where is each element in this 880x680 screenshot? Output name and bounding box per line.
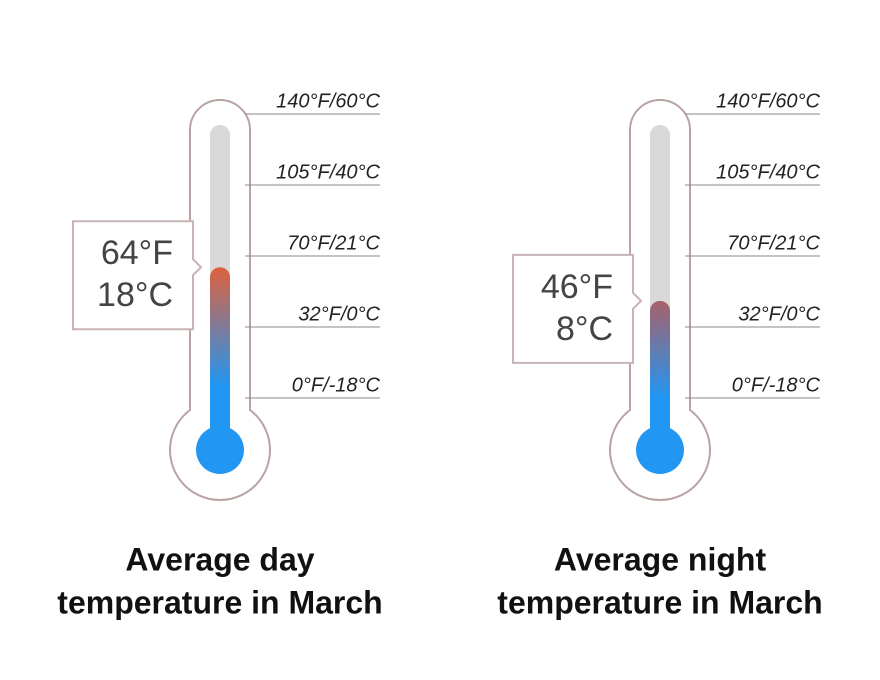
tick-label: 70°F/21°C xyxy=(287,232,380,254)
tick-label: 105°F/40°C xyxy=(716,161,820,183)
tick-label: 105°F/40°C xyxy=(276,161,380,183)
tick-label: 140°F/60°C xyxy=(716,90,820,112)
tick-label: 0°F/-18°C xyxy=(292,374,381,396)
title: Average day xyxy=(125,541,314,577)
bulb xyxy=(196,426,244,474)
tick-label: 140°F/60°C xyxy=(276,90,380,112)
mercury xyxy=(210,267,230,450)
title: temperature in March xyxy=(497,584,822,620)
tick-label: 32°F/0°C xyxy=(298,303,380,325)
reading-label: 8°C xyxy=(556,310,613,348)
tick-label: 0°F/-18°C xyxy=(732,374,821,396)
bulb xyxy=(636,426,684,474)
reading-label: 46°F xyxy=(541,268,613,306)
mercury xyxy=(650,300,670,450)
title: Average night xyxy=(554,541,767,577)
callout xyxy=(72,220,203,331)
title: temperature in March xyxy=(57,584,382,620)
reading-label: 64°F xyxy=(101,234,173,272)
callout xyxy=(512,253,643,364)
reading-label: 18°C xyxy=(97,276,173,314)
tick-label: 32°F/0°C xyxy=(738,303,820,325)
tick-label: 70°F/21°C xyxy=(727,232,820,254)
